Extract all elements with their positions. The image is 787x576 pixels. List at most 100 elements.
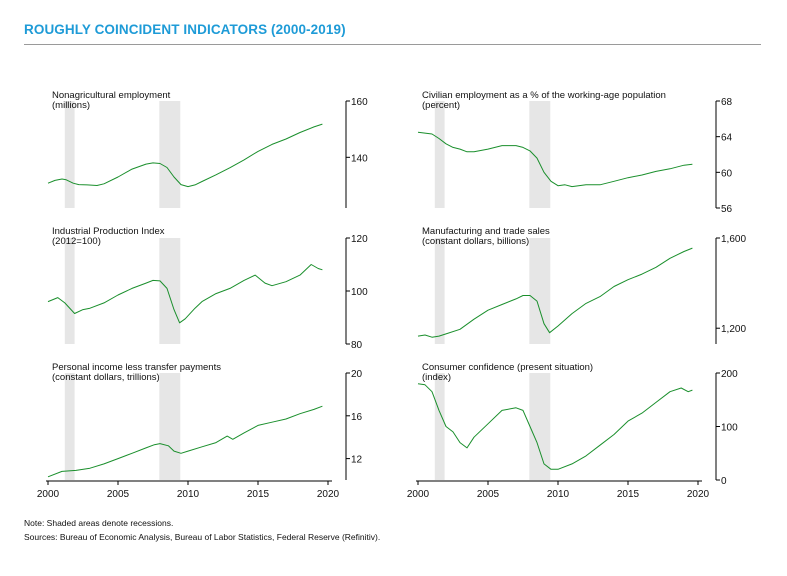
data-point — [229, 167, 230, 168]
recession-band-2 — [159, 238, 181, 344]
data-point — [459, 149, 460, 150]
data-point — [66, 179, 67, 180]
y-tick-label: 20 — [351, 369, 363, 380]
data-point — [571, 463, 572, 464]
data-point — [473, 437, 474, 438]
data-point — [75, 470, 76, 471]
data-point — [201, 181, 202, 182]
data-point — [74, 313, 75, 314]
x-axis-1: 2000 2005 2010 2015 2020 — [37, 480, 340, 500]
x-tick-label: 2015 — [247, 489, 270, 500]
data-point — [285, 138, 286, 139]
data-point — [318, 268, 319, 269]
data-point — [47, 476, 48, 477]
data-point — [424, 384, 425, 385]
data-point — [515, 298, 516, 299]
data-point — [417, 336, 418, 337]
y-tick-label: 60 — [721, 168, 733, 179]
data-point — [452, 147, 453, 148]
x-axis-2: 2000 2005 2010 2015 2020 — [407, 480, 710, 500]
data-point — [466, 151, 467, 152]
panel-title: Nonagricultural employment — [52, 90, 171, 101]
data-point — [613, 181, 614, 182]
data-point — [445, 143, 446, 144]
panel-title: Civilian employment as a % of the workin… — [422, 90, 666, 101]
data-point — [692, 164, 693, 165]
chart-panel-5: Personal income less transfer payments(c… — [47, 362, 363, 480]
series-line — [417, 131, 693, 188]
panel-subtitle: (index) — [422, 372, 451, 383]
data-point — [692, 390, 693, 391]
title-divider — [24, 44, 761, 45]
data-point — [473, 319, 474, 320]
data-point — [550, 181, 551, 182]
y-tick-label: 140 — [351, 153, 368, 164]
data-point — [168, 445, 169, 446]
data-point — [692, 248, 693, 249]
data-point — [103, 463, 104, 464]
chart-panel-3: Industrial Production Index(2012=100) 80 1… — [47, 226, 368, 351]
series-line — [417, 383, 693, 470]
data-point — [215, 174, 216, 175]
data-point — [61, 178, 62, 179]
sources-text: Sources: Bureau of Economic Analysis, Bu… — [24, 532, 381, 542]
data-point — [487, 423, 488, 424]
data-point — [549, 332, 550, 333]
data-point — [641, 413, 642, 414]
data-point — [543, 172, 544, 173]
data-point — [501, 410, 502, 411]
data-point — [131, 453, 132, 454]
data-point — [515, 145, 516, 146]
data-point — [501, 145, 502, 146]
chart-panel-2: Civilian employment as a % of the workin… — [417, 90, 733, 215]
page-title: ROUGHLY COINCIDENT INDICATORS (2000-2019… — [24, 22, 346, 37]
data-point — [669, 168, 670, 169]
data-point — [438, 138, 439, 139]
recession-band-2 — [159, 101, 181, 208]
recession-band-1 — [64, 238, 75, 344]
chart-panel-6: Consumer confidence (present situation)(… — [417, 362, 738, 487]
data-point — [431, 133, 432, 134]
data-point — [438, 336, 439, 337]
data-point — [257, 151, 258, 152]
data-point — [73, 183, 74, 184]
data-point — [655, 267, 656, 268]
data-point — [529, 150, 530, 151]
data-point — [669, 258, 670, 259]
data-point — [529, 426, 530, 427]
data-point — [152, 280, 153, 281]
data-point — [557, 325, 558, 326]
data-point — [61, 471, 62, 472]
y-tick-label: 68 — [721, 97, 733, 108]
data-point — [232, 439, 233, 440]
data-point — [89, 468, 90, 469]
data-point — [131, 288, 132, 289]
data-point — [255, 275, 256, 276]
data-point — [152, 162, 153, 163]
x-tick-label: 2010 — [177, 489, 200, 500]
data-point — [271, 422, 272, 423]
data-point — [313, 126, 314, 127]
recession-band-1 — [434, 238, 445, 344]
x-tick-label: 2005 — [107, 489, 130, 500]
data-point — [173, 176, 174, 177]
data-point — [215, 293, 216, 294]
data-point — [322, 123, 323, 124]
data-point — [655, 402, 656, 403]
data-point — [536, 442, 537, 443]
x-tick-label: 2020 — [687, 489, 710, 500]
data-point — [522, 147, 523, 148]
data-point — [131, 169, 132, 170]
data-point — [543, 323, 544, 324]
data-point — [522, 295, 523, 296]
recession-band-2 — [529, 373, 551, 480]
data-point — [87, 184, 88, 185]
data-point — [227, 436, 228, 437]
data-point — [459, 329, 460, 330]
data-point — [145, 282, 146, 283]
data-point — [78, 184, 79, 185]
data-point — [585, 303, 586, 304]
data-point — [322, 269, 323, 270]
data-point — [271, 285, 272, 286]
x-tick-label: 2000 — [407, 489, 430, 500]
